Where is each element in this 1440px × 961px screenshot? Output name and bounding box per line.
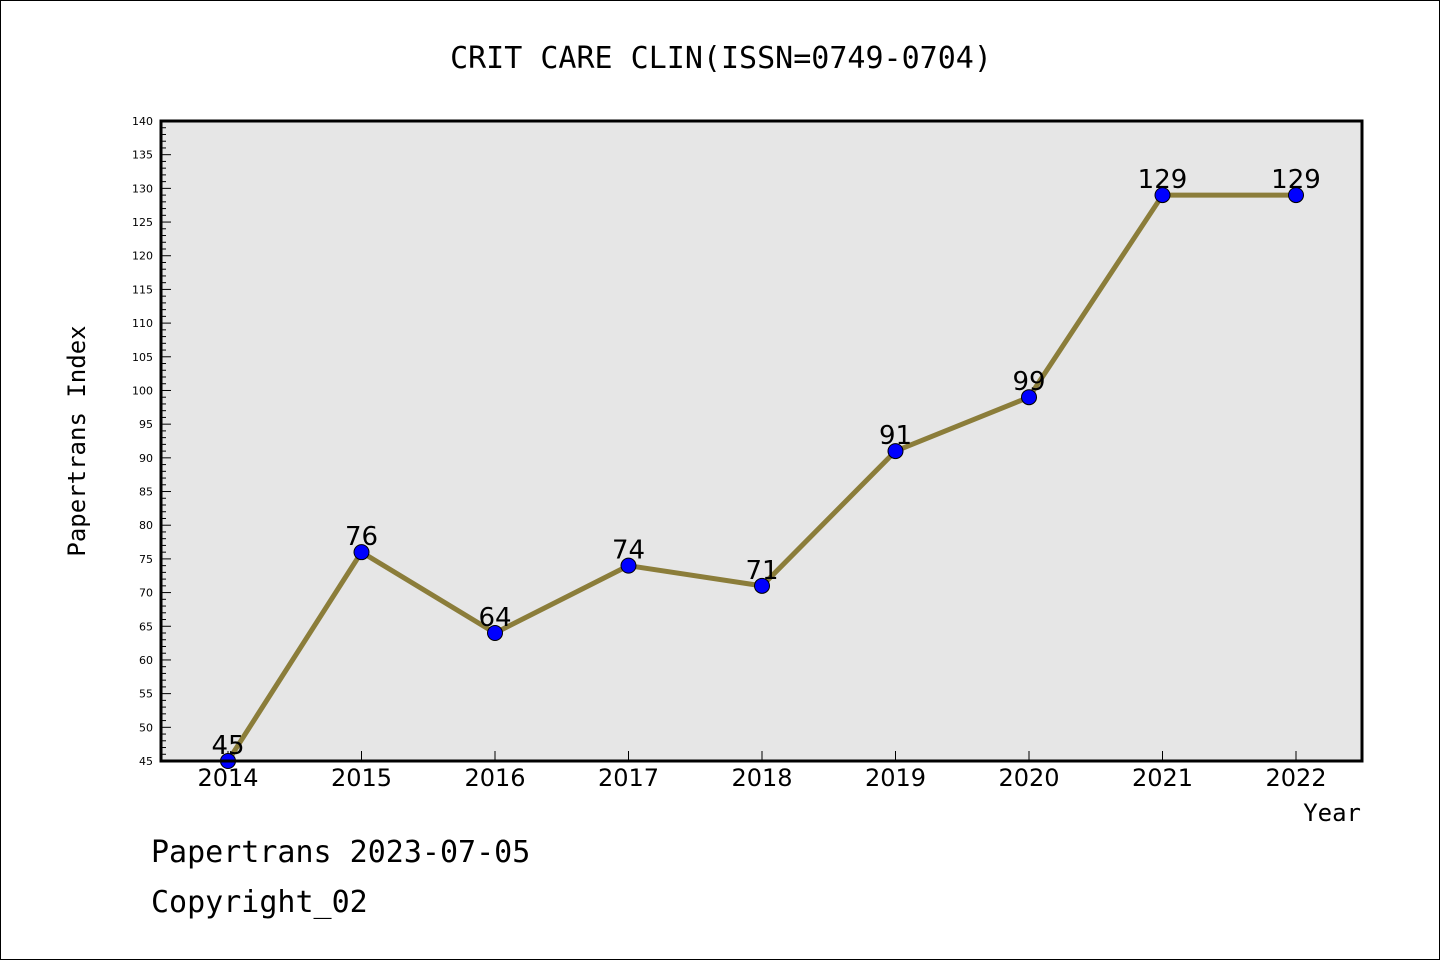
x-tick-label: 2017 xyxy=(598,764,659,792)
y-tick-label: 135 xyxy=(132,149,153,162)
series: 45 76 64 74 71 91 99 129 129 xyxy=(211,165,1321,769)
y-tick-label: 110 xyxy=(132,317,153,330)
footer-date: Papertrans 2023-07-05 xyxy=(151,835,531,870)
y-tick-label: 70 xyxy=(139,587,153,600)
data-label: 64 xyxy=(478,603,511,633)
x-tick-label: 2020 xyxy=(998,764,1059,792)
data-label: 99 xyxy=(1012,367,1045,397)
x-axis-label: Year xyxy=(1303,799,1361,827)
x-tick-label: 2018 xyxy=(731,764,792,792)
y-tick-label: 75 xyxy=(139,553,153,566)
data-label: 45 xyxy=(211,731,244,761)
data-label: 91 xyxy=(879,421,912,451)
y-tick-label: 130 xyxy=(132,182,153,195)
plot-border xyxy=(159,119,1364,763)
data-point xyxy=(487,625,503,641)
data-label: 129 xyxy=(1271,165,1321,195)
y-axis-label: Papertrans Index xyxy=(63,325,91,556)
data-point xyxy=(1154,187,1171,204)
x-tick-label: 2021 xyxy=(1132,764,1193,792)
x-tick-label: 2019 xyxy=(865,764,926,792)
y-tick-label: 100 xyxy=(132,384,153,397)
y-tick-label: 50 xyxy=(139,721,153,734)
data-point xyxy=(1288,187,1304,204)
data-point xyxy=(620,557,637,574)
y-tick-label: 45 xyxy=(139,755,153,768)
x-tick-label: 2016 xyxy=(464,764,525,792)
y-tick-label: 90 xyxy=(139,452,153,465)
y-tick-label: 65 xyxy=(139,620,153,633)
y-tick-label: 125 xyxy=(132,216,153,229)
y-tick-label: 60 xyxy=(139,654,153,667)
data-point xyxy=(1021,389,1037,406)
plot-area xyxy=(161,121,1362,761)
data-label: 74 xyxy=(612,536,645,566)
y-tick-label: 85 xyxy=(139,486,153,499)
x-tick-label: 2015 xyxy=(331,764,392,792)
y-tick-label: 55 xyxy=(139,688,153,701)
y-tick-label: 105 xyxy=(132,351,153,364)
y-tick-label: 115 xyxy=(132,283,153,296)
y-tick-label: 80 xyxy=(139,519,153,532)
data-label: 76 xyxy=(345,522,378,552)
y-tick-label: 140 xyxy=(132,115,153,128)
y-tick-label: 95 xyxy=(139,418,153,431)
data-label: 129 xyxy=(1138,165,1188,195)
y-axis: 45 50 55 60 65 70 75 80 85 90 95 100 105 110 115 120 125… xyxy=(132,115,171,768)
y-tick-label: 120 xyxy=(132,250,153,263)
data-point xyxy=(353,544,370,561)
chart-title: CRIT CARE CLIN(ISSN=0749-0704) xyxy=(450,41,992,76)
x-tick-label: 2022 xyxy=(1265,764,1326,792)
data-point xyxy=(754,577,770,594)
data-label: 71 xyxy=(745,556,778,586)
footer-copyright: Copyright_02 xyxy=(151,885,368,920)
data-point xyxy=(887,443,904,460)
